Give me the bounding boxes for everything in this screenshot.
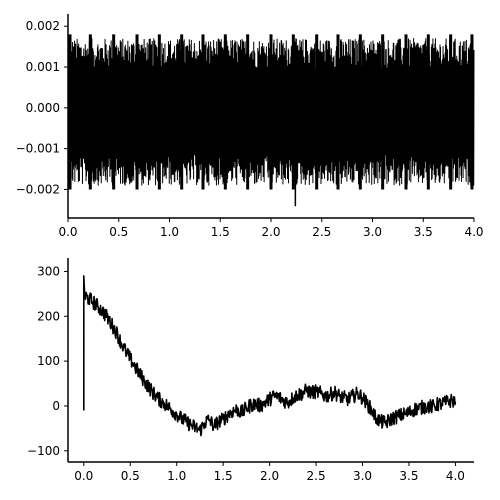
x-tick-label: 2.0 bbox=[261, 225, 280, 239]
bottom-y-ticks: −100 0 100 200 300 bbox=[27, 264, 68, 458]
x-tick-label: 1.0 bbox=[160, 225, 179, 239]
y-tick-label: −0.001 bbox=[16, 142, 60, 156]
bottom-x-ticks: 0.0 0.5 1.0 1.5 2.0 2.5 3.0 3.5 4.0 bbox=[74, 462, 465, 483]
y-tick-label: −100 bbox=[27, 444, 60, 458]
top-signal-plot: 0.0 0.5 1.0 1.5 2.0 2.5 3.0 3.5 4.0 −0.002 −0.001… bbox=[16, 14, 484, 239]
x-tick-label: 1.5 bbox=[211, 225, 230, 239]
x-tick-label: 3.5 bbox=[399, 469, 418, 483]
y-tick-label: 0 bbox=[52, 399, 60, 413]
top-signal-bursts bbox=[68, 34, 474, 190]
y-tick-label: 0.002 bbox=[26, 19, 60, 33]
x-tick-label: 1.5 bbox=[214, 469, 233, 483]
y-tick-label: 0.001 bbox=[26, 60, 60, 74]
x-tick-label: 3.5 bbox=[414, 225, 433, 239]
x-tick-label: 4.0 bbox=[446, 469, 465, 483]
x-tick-label: 0.5 bbox=[109, 225, 128, 239]
x-tick-label: 0.5 bbox=[121, 469, 140, 483]
x-tick-label: 1.0 bbox=[167, 469, 186, 483]
y-tick-label: 300 bbox=[37, 264, 60, 278]
x-tick-label: 2.5 bbox=[307, 469, 326, 483]
y-tick-label: −0.002 bbox=[16, 182, 60, 196]
top-x-ticks: 0.0 0.5 1.0 1.5 2.0 2.5 3.0 3.5 4.0 bbox=[58, 218, 484, 239]
y-tick-label: 0.000 bbox=[26, 101, 60, 115]
y-tick-label: 100 bbox=[37, 354, 60, 368]
x-tick-label: 3.0 bbox=[363, 225, 382, 239]
x-tick-label: 3.0 bbox=[353, 469, 372, 483]
bottom-signal-plot: 0.0 0.5 1.0 1.5 2.0 2.5 3.0 3.5 4.0 −100 0 100 200 3… bbox=[27, 258, 474, 483]
x-tick-label: 0.0 bbox=[74, 469, 93, 483]
x-tick-label: 2.5 bbox=[312, 225, 331, 239]
bottom-signal-trace bbox=[82, 275, 457, 437]
y-tick-label: 200 bbox=[37, 309, 60, 323]
x-tick-label: 2.0 bbox=[260, 469, 279, 483]
x-tick-label: 0.0 bbox=[58, 225, 77, 239]
top-y-ticks: −0.002 −0.001 0.000 0.001 0.002 bbox=[16, 19, 68, 196]
x-tick-label: 4.0 bbox=[464, 225, 483, 239]
